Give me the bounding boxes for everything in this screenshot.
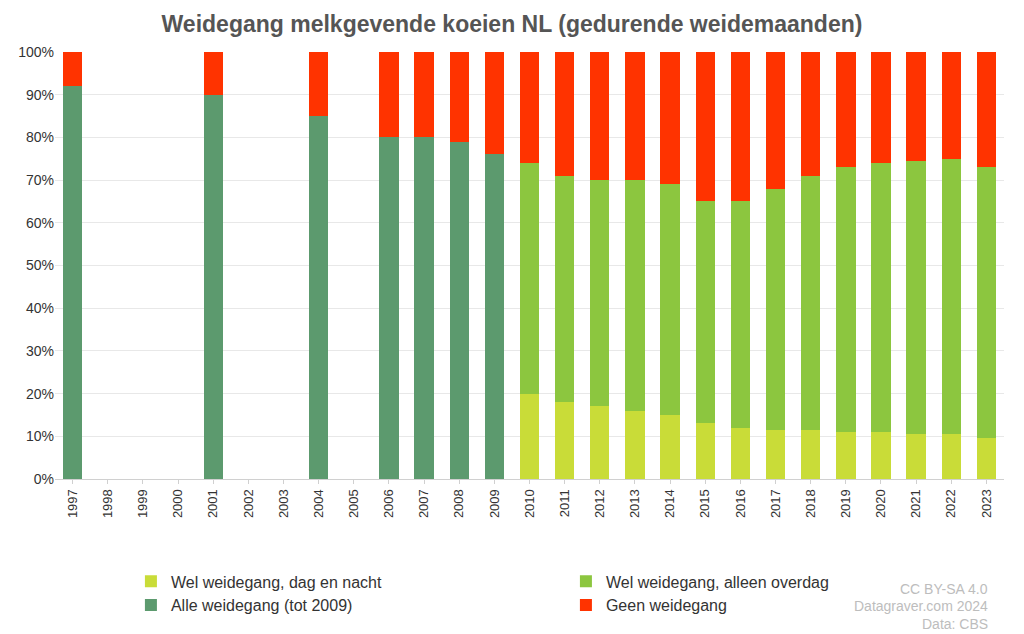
svg-text:2012: 2012 [592,489,607,518]
svg-text:2009: 2009 [487,489,502,518]
svg-text:Alle weidegang (tot 2009): Alle weidegang (tot 2009) [171,597,352,614]
svg-text:1999: 1999 [135,489,150,518]
svg-text:0%: 0% [34,471,54,487]
svg-text:2021: 2021 [908,489,923,518]
svg-text:2001: 2001 [205,489,220,518]
svg-text:2007: 2007 [416,489,431,518]
svg-text:2006: 2006 [381,489,396,518]
svg-text:Wel weidegang, alleen overdag: Wel weidegang, alleen overdag [606,574,829,591]
svg-text:30%: 30% [26,343,54,359]
svg-text:20%: 20% [26,386,54,402]
svg-text:2016: 2016 [733,489,748,518]
svg-text:2017: 2017 [768,489,783,518]
svg-text:Weidegang melkgevende koeien N: Weidegang melkgevende koeien NL (geduren… [162,11,863,37]
svg-text:2020: 2020 [873,489,888,518]
svg-text:2003: 2003 [276,489,291,518]
svg-text:10%: 10% [26,428,54,444]
svg-text:2005: 2005 [346,489,361,518]
svg-text:2002: 2002 [241,489,256,518]
svg-text:Wel weidegang, dag en nacht: Wel weidegang, dag en nacht [171,574,382,591]
svg-text:2022: 2022 [944,489,959,518]
svg-text:1998: 1998 [100,489,115,518]
svg-text:2018: 2018 [803,489,818,518]
svg-text:1997: 1997 [65,489,80,518]
svg-text:2000: 2000 [170,489,185,518]
svg-text:2015: 2015 [697,489,712,518]
svg-text:CC BY-SA 4.0: CC BY-SA 4.0 [900,581,988,597]
svg-text:2004: 2004 [311,489,326,518]
svg-text:2010: 2010 [522,489,537,518]
svg-text:90%: 90% [26,87,54,103]
svg-text:Datagraver.com 2024: Datagraver.com 2024 [854,598,988,614]
svg-text:60%: 60% [26,215,54,231]
svg-text:2014: 2014 [662,489,677,518]
svg-text:50%: 50% [26,257,54,273]
svg-text:2008: 2008 [451,489,466,518]
svg-text:100%: 100% [18,44,54,60]
svg-text:40%: 40% [26,300,54,316]
svg-text:Geen weidegang: Geen weidegang [606,597,727,614]
svg-text:2011: 2011 [557,489,572,517]
svg-text:Data: CBS: Data: CBS [922,616,988,632]
svg-text:80%: 80% [26,129,54,145]
svg-text:70%: 70% [26,172,54,188]
svg-text:2019: 2019 [838,489,853,518]
svg-text:2023: 2023 [979,489,994,518]
svg-text:2013: 2013 [627,489,642,518]
